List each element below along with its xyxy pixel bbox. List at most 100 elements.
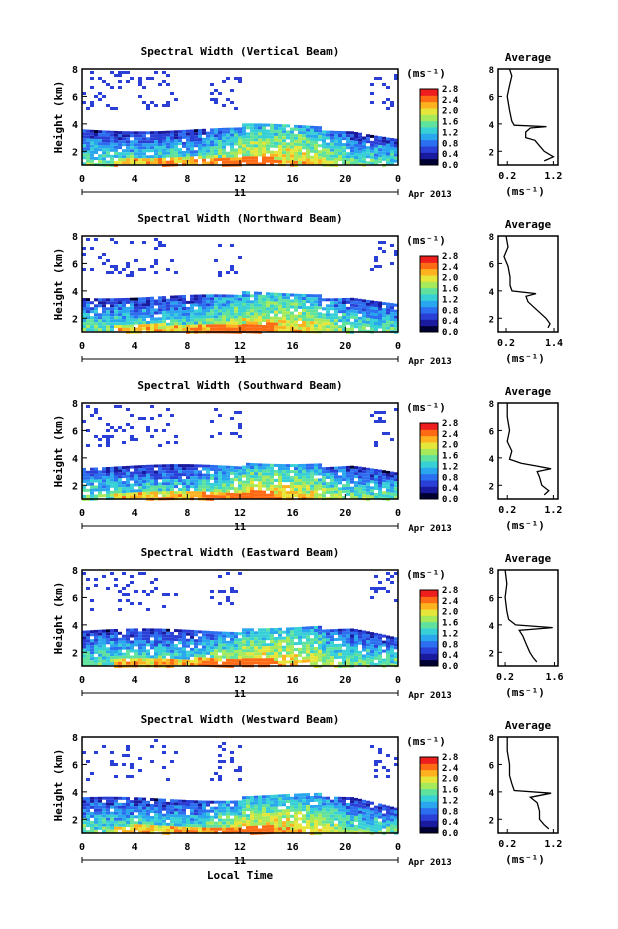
heatmap-cell bbox=[358, 490, 362, 494]
heatmap-cell bbox=[314, 653, 318, 656]
heatmap-cell bbox=[354, 141, 358, 144]
heatmap-cell bbox=[386, 326, 390, 330]
heatmap-cell bbox=[230, 655, 234, 659]
heatmap-cell bbox=[190, 482, 194, 486]
heatmap-cell bbox=[382, 807, 386, 811]
heatmap-cell bbox=[110, 322, 114, 326]
heatmap-cell bbox=[290, 326, 294, 330]
heatmap-cell bbox=[94, 802, 98, 806]
heatmap-cell bbox=[194, 651, 198, 655]
heatmap-cell bbox=[166, 470, 170, 474]
heatmap-cell bbox=[218, 649, 222, 653]
heatmap-cell bbox=[286, 818, 290, 821]
heatmap-cell bbox=[90, 147, 94, 151]
heatmap-cell bbox=[334, 136, 338, 140]
heatmap-cell bbox=[114, 484, 118, 488]
heatmap-cell bbox=[122, 469, 126, 473]
heatmap-cell bbox=[214, 309, 218, 313]
heatmap-cell bbox=[206, 321, 210, 325]
heatmap-cell bbox=[254, 309, 258, 313]
heatmap-cell bbox=[274, 487, 278, 491]
heatmap-cell bbox=[238, 145, 242, 149]
heatmap-cell bbox=[302, 808, 306, 812]
heatmap-cell bbox=[254, 631, 258, 635]
heatmap-cell bbox=[202, 318, 206, 322]
heatmap-cell bbox=[218, 812, 222, 816]
heatmap-cell bbox=[98, 641, 102, 645]
heatmap-cell bbox=[330, 133, 334, 137]
heatmap-cell bbox=[150, 646, 154, 650]
heatmap-cell bbox=[226, 830, 230, 834]
heatmap-cell bbox=[90, 494, 94, 498]
heatmap-cell bbox=[130, 489, 134, 493]
heatmap-cell bbox=[314, 810, 318, 814]
heatmap-cell bbox=[334, 647, 338, 650]
heatmap-cell bbox=[214, 143, 218, 147]
heatmap-cell bbox=[326, 313, 330, 317]
heatmap-cell bbox=[222, 649, 226, 653]
heatmap-cell bbox=[170, 92, 174, 95]
heatmap-cell bbox=[266, 813, 270, 817]
heatmap-cell bbox=[226, 77, 230, 80]
heatmap-cell bbox=[194, 642, 198, 646]
heatmap-cell bbox=[346, 321, 350, 325]
heatmap-cell bbox=[126, 830, 130, 833]
heatmap-cell bbox=[182, 641, 186, 645]
heatmap-cell bbox=[98, 145, 102, 149]
heatmap-cell bbox=[322, 328, 326, 332]
heatmap-cell bbox=[214, 477, 218, 481]
heatmap-cell bbox=[286, 660, 290, 664]
heatmap-cell bbox=[338, 325, 342, 329]
heatmap-cell bbox=[114, 148, 118, 152]
heatmap-cell bbox=[238, 426, 242, 429]
heatmap-cell bbox=[118, 796, 122, 800]
heatmap-cell bbox=[338, 490, 342, 494]
heatmap-cell bbox=[342, 316, 346, 319]
heatmap-cell bbox=[266, 469, 270, 473]
heatmap-cell bbox=[94, 136, 98, 139]
heatmap-cell bbox=[270, 328, 274, 332]
heatmap-cell bbox=[342, 637, 346, 641]
heatmap-cell bbox=[126, 297, 130, 301]
colorbar-tick-label: 0.0 bbox=[442, 328, 458, 338]
heatmap-cell bbox=[106, 796, 110, 800]
heatmap-cell bbox=[342, 805, 346, 809]
heatmap-cell bbox=[318, 481, 322, 485]
heatmap-cell bbox=[194, 488, 198, 492]
heatmap-cell bbox=[210, 318, 214, 322]
heatmap-cell bbox=[274, 628, 278, 631]
heatmap-cell bbox=[230, 652, 234, 656]
heatmap-cell bbox=[366, 323, 370, 327]
heatmap-cell bbox=[326, 826, 330, 830]
heatmap-cell bbox=[250, 138, 254, 142]
heatmap-cell bbox=[130, 643, 134, 647]
heatmap-cell bbox=[362, 645, 366, 649]
heatmap-cell bbox=[154, 816, 158, 820]
heatmap-cell bbox=[222, 160, 226, 164]
heatmap-cell bbox=[318, 496, 322, 500]
heatmap-cell bbox=[318, 156, 322, 160]
heatmap-cell bbox=[214, 655, 218, 659]
heatmap-cell bbox=[246, 486, 250, 490]
heatmap-cell bbox=[206, 639, 210, 643]
colorbar-segment bbox=[420, 152, 438, 160]
heatmap-cell bbox=[218, 471, 222, 475]
heatmap-cell bbox=[282, 323, 286, 327]
heatmap-cell bbox=[294, 326, 298, 330]
heatmap-cell bbox=[110, 820, 114, 824]
heatmap-cell bbox=[314, 318, 318, 322]
heatmap-cell bbox=[162, 593, 166, 596]
heatmap-cell bbox=[94, 820, 98, 824]
heatmap-cell bbox=[250, 807, 254, 811]
heatmap-cell bbox=[126, 643, 130, 647]
heatmap-cell bbox=[302, 131, 306, 135]
heatmap-cell bbox=[110, 298, 114, 302]
heatmap-cell bbox=[206, 303, 210, 307]
heatmap-cell bbox=[310, 297, 314, 301]
heatmap-cell bbox=[246, 138, 250, 142]
heatmap-cell bbox=[194, 162, 198, 166]
heatmap-cell bbox=[86, 129, 90, 133]
heatmap-cell bbox=[302, 487, 306, 491]
heatmap-cell bbox=[118, 820, 122, 824]
